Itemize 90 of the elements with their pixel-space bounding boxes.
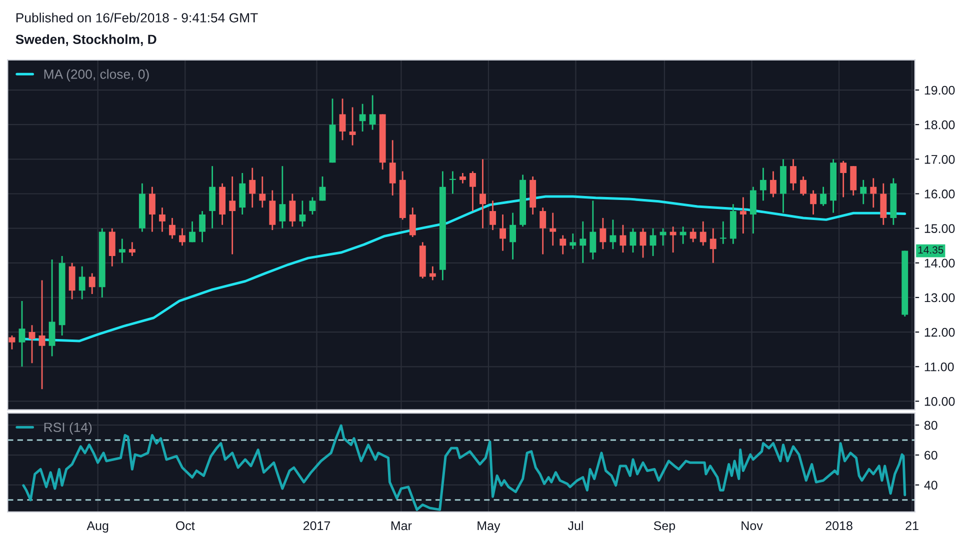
candlestick — [369, 94, 376, 130]
candlestick — [790, 158, 796, 191]
y-tick-label: 17.00 — [924, 154, 955, 164]
candlestick — [760, 167, 766, 202]
y-tick-label: 18.00 — [924, 120, 955, 130]
candlestick — [580, 220, 586, 264]
candlestick — [870, 178, 877, 208]
candlestick — [409, 206, 416, 238]
candlestick — [840, 160, 847, 198]
x-tick-label: Aug — [86, 521, 108, 533]
candlestick — [359, 103, 366, 132]
candlestick — [78, 266, 86, 300]
y-tick-label: 60 — [924, 450, 938, 460]
candlestick — [459, 172, 466, 184]
candlestick — [18, 300, 26, 368]
x-tick-label: Oct — [176, 521, 195, 530]
candlestick — [740, 196, 746, 234]
annotation: 14.35 — [918, 246, 944, 254]
y-tick-label: 40 — [924, 480, 938, 490]
candlestick — [650, 228, 656, 257]
y-tick-label: 80 — [924, 420, 938, 430]
candlestick — [710, 228, 716, 264]
candlestick — [810, 190, 817, 216]
candlestick — [630, 228, 636, 254]
candlestick — [820, 186, 827, 207]
chart-title: Published on 16/Feb/2018 - 9:41:54 GMT — [16, 12, 258, 22]
candlestick — [500, 214, 506, 252]
candlestick — [299, 200, 306, 228]
line-series — [22, 424, 906, 511]
candlestick — [700, 220, 706, 246]
x-tick-label: 21 — [906, 521, 918, 530]
candlestick — [610, 218, 616, 250]
candlestick — [389, 139, 396, 196]
candlestick — [590, 200, 596, 260]
candlestick — [690, 228, 696, 243]
candlestick — [309, 196, 316, 216]
candlestick — [510, 212, 516, 260]
candlestick — [490, 200, 496, 231]
candlestick — [720, 220, 726, 245]
candlestick — [289, 193, 296, 228]
candlestick — [249, 167, 256, 208]
candlestick — [339, 98, 346, 141]
candlestick — [279, 165, 286, 230]
candlestick — [470, 170, 476, 212]
candlestick — [860, 179, 867, 205]
x-tick-label: Sep — [654, 521, 676, 533]
candlestick — [600, 217, 606, 250]
x-tick-label: May — [478, 521, 500, 533]
candlestick — [560, 234, 566, 255]
candlestick — [38, 280, 46, 390]
candlestick — [570, 232, 576, 250]
candlestick — [189, 220, 196, 243]
x-tick-label: Mar — [391, 521, 412, 530]
candlestick — [229, 176, 236, 255]
candlestick — [259, 176, 266, 208]
y-tick-label: 14.00 — [924, 258, 955, 268]
candlestick — [480, 158, 486, 230]
y-tick-label: 13.00 — [924, 293, 955, 302]
legend-label: RSI (14) — [44, 422, 92, 435]
candlestick — [640, 228, 646, 258]
y-tick-label: 15.00 — [924, 224, 955, 233]
candlestick — [88, 272, 96, 295]
x-tick-label: Jul — [568, 520, 583, 530]
candlestick — [349, 106, 356, 146]
candlestick — [770, 170, 776, 198]
candlestick — [8, 334, 16, 350]
y-tick-label: 16.00 — [924, 190, 955, 198]
candlestick — [28, 324, 36, 364]
candlestick — [449, 170, 456, 194]
y-tick-label: 12.00 — [924, 328, 955, 337]
chart-subtitle: Sweden, Stockholm, D — [16, 34, 156, 46]
candlestick — [159, 206, 166, 232]
candlestick — [199, 210, 206, 243]
candlestick — [148, 186, 156, 232]
candlestick — [128, 241, 136, 257]
x-tick-label: 2017 — [303, 521, 330, 530]
candlestick — [550, 212, 556, 246]
candlestick — [118, 238, 126, 264]
candlestick — [620, 224, 626, 254]
candlestick — [169, 217, 176, 240]
x-tick-label: 2018 — [826, 521, 852, 530]
y-tick-label: 19.00 — [924, 86, 955, 95]
y-tick-label: 10.00 — [924, 397, 955, 406]
legend-label: MA (200, close, 0) — [44, 69, 149, 82]
candlestick — [540, 206, 546, 255]
y-tick-label: 11.00 — [924, 362, 954, 372]
candlestick — [800, 176, 806, 196]
candlestick — [179, 228, 186, 246]
x-tick-label: Nov — [742, 521, 763, 530]
candlestick — [319, 176, 326, 202]
